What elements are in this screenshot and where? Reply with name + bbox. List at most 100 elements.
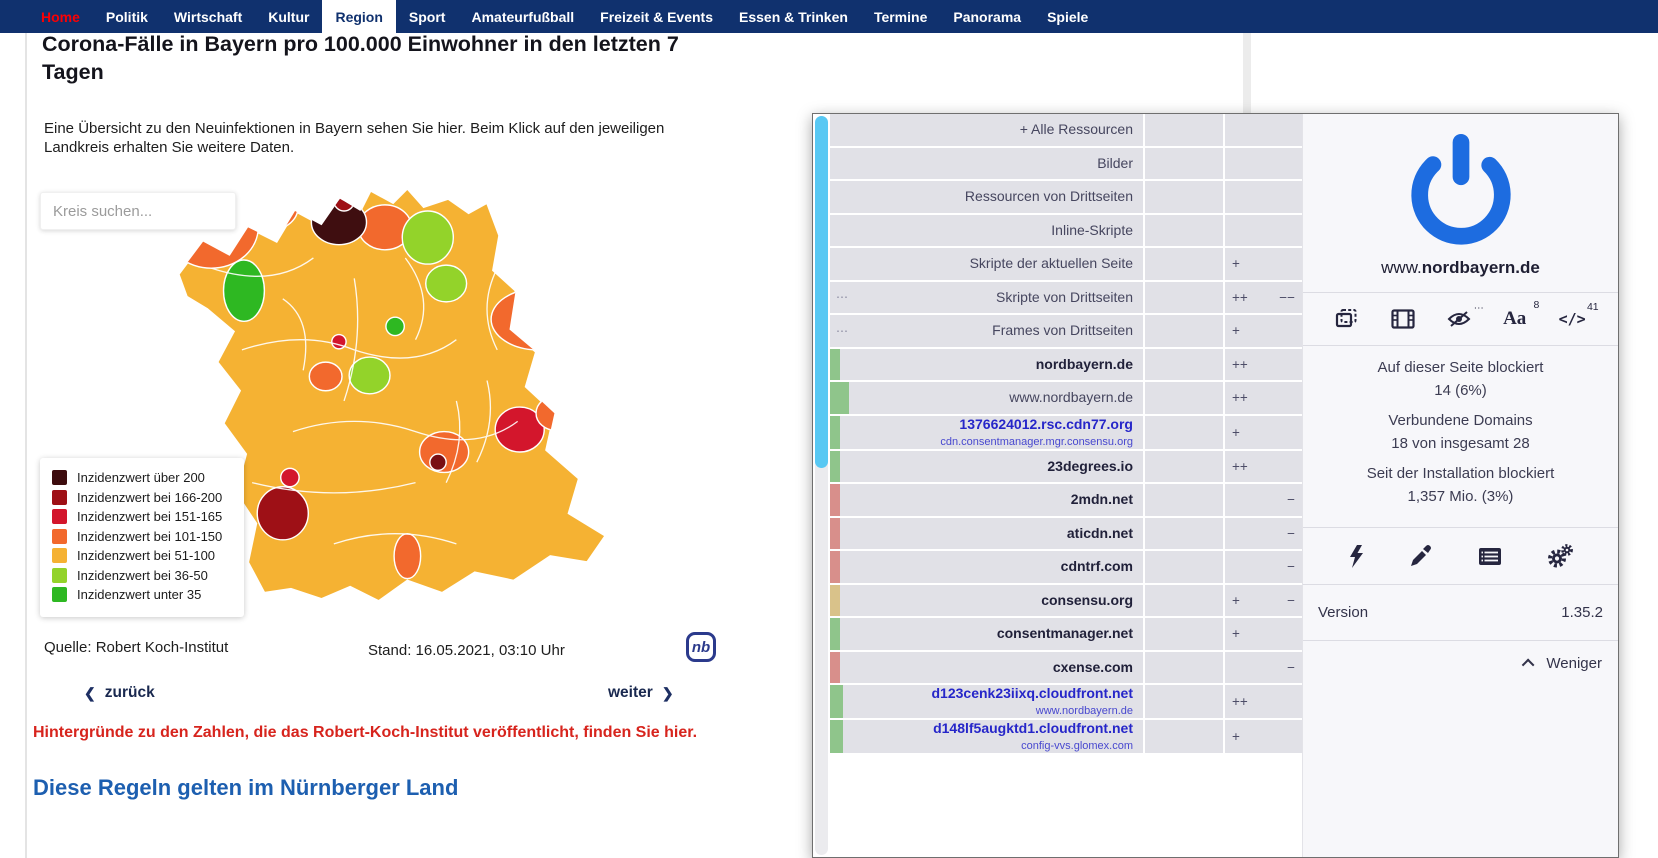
local-rule-cell[interactable]	[1225, 147, 1302, 179]
legend-row: Inzidenzwert bei 51-100	[52, 546, 232, 566]
blocked-mark: −	[1287, 592, 1295, 608]
nav-item[interactable]: Sport	[408, 8, 446, 25]
no-large-media-icon[interactable]	[1390, 309, 1415, 329]
logger-icon[interactable]	[1478, 547, 1502, 566]
font-count: 8	[1533, 299, 1540, 311]
popup-scrollbar-thumb[interactable]	[815, 116, 828, 468]
local-rule-cell[interactable]	[1225, 214, 1302, 246]
global-rule-cell[interactable]	[1145, 685, 1223, 718]
nav-item[interactable]: Panorama	[953, 8, 1022, 25]
global-rule-cell[interactable]	[1145, 484, 1223, 516]
global-rule-cell[interactable]	[1145, 651, 1223, 683]
filter-row-label-cell[interactable]: Skripte der aktuellen Seite	[830, 248, 1143, 280]
filter-row-label-cell[interactable]: consentmanager.net	[830, 618, 1143, 650]
power-button-icon[interactable]	[1402, 128, 1520, 254]
show-less-button[interactable]: Weniger	[1303, 641, 1618, 686]
no-popups-icon[interactable]	[1335, 308, 1358, 330]
local-rule-cell[interactable]: ++	[1225, 450, 1302, 482]
global-rule-cell[interactable]	[1145, 248, 1223, 280]
global-rule-cell[interactable]	[1145, 382, 1223, 414]
nav-item[interactable]: Essen & Trinken	[739, 8, 848, 25]
nav-item[interactable]: Kultur	[268, 8, 310, 25]
filter-row-label: Ressourcen von Drittseiten	[964, 188, 1133, 205]
global-rule-cell[interactable]	[1145, 315, 1223, 347]
traffic-indicator	[830, 348, 840, 380]
filter-row-label-cell[interactable]: cxense.com	[830, 651, 1143, 683]
filter-row: nordbayern.de ++	[830, 348, 1302, 380]
no-scripting-icon[interactable]: </> 41	[1558, 301, 1599, 328]
nav-item[interactable]: Termine	[873, 8, 928, 25]
no-remote-fonts-icon[interactable]: Aa 8	[1503, 299, 1540, 329]
local-rule-cell[interactable]: −	[1225, 551, 1302, 583]
local-rule-cell[interactable]	[1225, 181, 1302, 213]
back-button[interactable]: ❮ zurück	[84, 684, 155, 702]
nav-item[interactable]: Region	[322, 0, 396, 33]
global-rule-cell[interactable]	[1145, 551, 1223, 583]
global-rule-cell[interactable]	[1145, 147, 1223, 179]
background-info-link[interactable]: Hintergründe zu den Zahlen, die das Robe…	[33, 724, 698, 741]
search-input[interactable]	[40, 192, 236, 230]
filter-row-label-cell[interactable]: nordbayern.de	[830, 348, 1143, 380]
filter-row: aticdn.net −	[830, 517, 1302, 549]
filter-row-label-cell[interactable]: ⋯ Skripte von Drittseiten	[830, 281, 1143, 313]
legend-label: Inzidenzwert über 200	[77, 470, 205, 486]
filter-row-label-cell[interactable]: 23degrees.io	[830, 450, 1143, 482]
back-label: zurück	[104, 684, 155, 701]
nav-item[interactable]: Politik	[105, 8, 148, 25]
global-rule-cell[interactable]	[1145, 584, 1223, 616]
global-rule-cell[interactable]	[1145, 517, 1223, 549]
filter-row-label-cell[interactable]: d148lf5augktd1.cloudfront.net config-vvs…	[830, 720, 1143, 753]
local-rule-cell[interactable]: ++	[1225, 685, 1302, 718]
legend-swatch	[52, 470, 67, 486]
global-rule-cell[interactable]	[1145, 181, 1223, 213]
global-rule-cell[interactable]	[1145, 618, 1223, 650]
local-rule-cell[interactable]: ++	[1225, 382, 1302, 414]
global-rule-cell[interactable]	[1145, 214, 1223, 246]
no-cosmetic-filtering-icon[interactable]: ⋯	[1447, 303, 1484, 328]
local-rule-cell[interactable]: −	[1225, 484, 1302, 516]
global-rule-cell[interactable]	[1145, 348, 1223, 380]
global-rule-cell[interactable]	[1145, 720, 1223, 753]
legend-label: Inzidenzwert bei 166-200	[77, 489, 223, 505]
filter-row-label-cell[interactable]: + Alle Ressourcen	[830, 114, 1143, 146]
filter-row-label-cell[interactable]: www.nordbayern.de	[830, 382, 1143, 414]
legend-swatch	[52, 509, 67, 525]
filter-row-label-cell[interactable]: Bilder	[830, 147, 1143, 179]
next-button[interactable]: weiter ❯	[608, 684, 674, 702]
nav-item[interactable]: Spiele	[1047, 8, 1089, 25]
filter-row: cdntrf.com −	[830, 551, 1302, 583]
bavaria-map[interactable]	[150, 176, 630, 631]
nav-item[interactable]: Home	[41, 8, 80, 25]
filter-row-label-cell[interactable]: cdntrf.com	[830, 551, 1143, 583]
element-zapper-icon[interactable]	[1348, 544, 1364, 568]
local-rule-cell[interactable]: −	[1225, 517, 1302, 549]
filter-row-label-cell[interactable]: d123cenk23iixq.cloudfront.net www.nordba…	[830, 685, 1143, 718]
filter-row-label-cell[interactable]: 1376624012.rsc.cdn77.org cdn.consentmana…	[830, 415, 1143, 449]
local-rule-cell[interactable]: ++	[1225, 348, 1302, 380]
local-rule-cell[interactable]: ++ −−	[1225, 281, 1302, 313]
local-rule-cell[interactable]: −	[1225, 651, 1302, 683]
filter-row-label-cell[interactable]: aticdn.net	[830, 517, 1143, 549]
filter-row-label-cell[interactable]: Ressourcen von Drittseiten	[830, 181, 1143, 213]
nav-item[interactable]: Wirtschaft	[173, 8, 243, 25]
tool-buttons	[1303, 528, 1618, 584]
filter-row-label-cell[interactable]: Inline-Skripte	[830, 214, 1143, 246]
local-rule-cell[interactable]: +	[1225, 720, 1302, 753]
local-rule-cell[interactable]: +	[1225, 618, 1302, 650]
global-rule-cell[interactable]	[1145, 450, 1223, 482]
nav-item[interactable]: Amateurfußball	[471, 8, 575, 25]
filter-row-label-cell[interactable]: consensu.org	[830, 584, 1143, 616]
filter-row-label-cell[interactable]: 2mdn.net	[830, 484, 1143, 516]
global-rule-cell[interactable]	[1145, 415, 1223, 449]
local-rule-cell[interactable]: +	[1225, 415, 1302, 449]
global-rule-cell[interactable]	[1145, 281, 1223, 313]
filter-row-label-cell[interactable]: ⋯ Frames von Drittseiten	[830, 315, 1143, 347]
local-rule-cell[interactable]	[1225, 114, 1302, 146]
local-rule-cell[interactable]: +	[1225, 315, 1302, 347]
nav-item[interactable]: Freizeit & Events	[600, 8, 713, 25]
element-picker-icon[interactable]	[1409, 544, 1432, 568]
local-rule-cell[interactable]: +	[1225, 248, 1302, 280]
global-rule-cell[interactable]	[1145, 114, 1223, 146]
settings-gears-icon[interactable]	[1547, 544, 1573, 568]
local-rule-cell[interactable]: + −	[1225, 584, 1302, 616]
